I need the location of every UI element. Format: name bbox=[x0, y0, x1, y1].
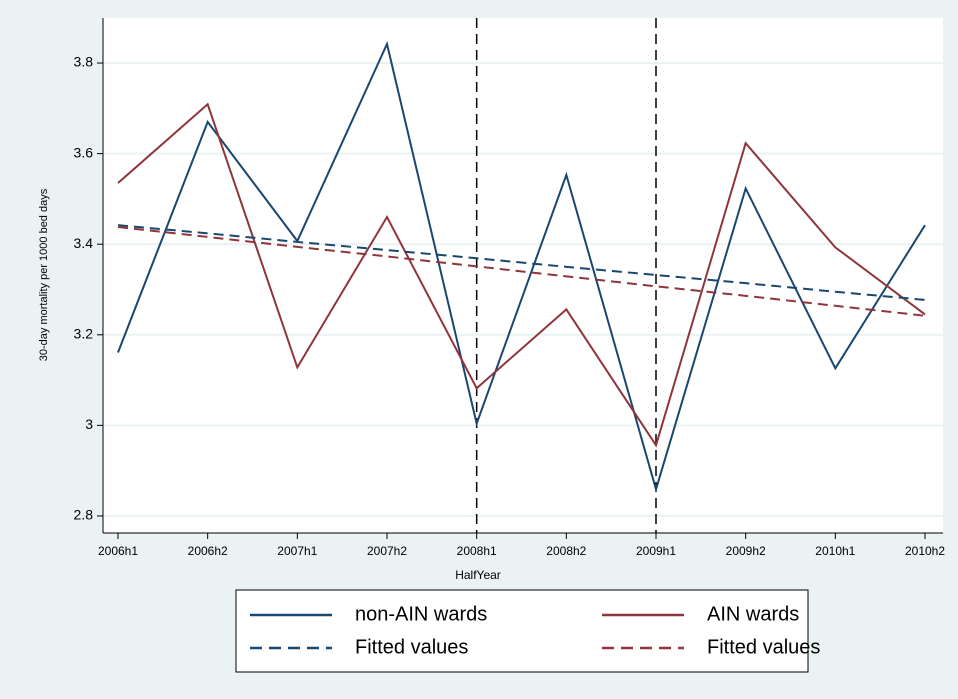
y-tick-label: 3.2 bbox=[74, 325, 94, 341]
x-tick-label: 2008h2 bbox=[546, 544, 586, 558]
x-tick-label: 2006h1 bbox=[98, 544, 138, 558]
legend-label: Fitted values bbox=[707, 636, 820, 658]
legend-label: AIN wards bbox=[707, 603, 799, 625]
y-tick-label: 3 bbox=[85, 416, 93, 432]
plot-area bbox=[103, 18, 943, 533]
x-tick-label: 2010h1 bbox=[815, 544, 855, 558]
x-tick-label: 2009h1 bbox=[636, 544, 676, 558]
y-tick-label: 3.8 bbox=[74, 54, 94, 70]
x-tick-label: 2007h1 bbox=[277, 544, 317, 558]
y-tick-label: 2.8 bbox=[74, 507, 94, 523]
legend-label: non-AIN wards bbox=[355, 603, 487, 625]
x-tick-label: 2007h2 bbox=[367, 544, 407, 558]
x-tick-label: 2008h1 bbox=[457, 544, 497, 558]
series-line bbox=[117, 225, 926, 317]
series-line bbox=[117, 224, 926, 301]
x-tick-label: 2006h2 bbox=[188, 544, 228, 558]
series-line bbox=[117, 102, 926, 448]
y-tick-label: 3.6 bbox=[74, 144, 94, 160]
x-tick-label: 2010h2 bbox=[905, 544, 945, 558]
legend-label: Fitted values bbox=[355, 636, 468, 658]
x-tick-label: 2009h2 bbox=[726, 544, 766, 558]
y-tick-label: 3.4 bbox=[74, 235, 94, 251]
legend-box bbox=[235, 589, 809, 673]
y-axis-title: 30-day mortality per 1000 bed days bbox=[38, 188, 50, 361]
series-line bbox=[117, 40, 926, 493]
x-axis-title: HalfYear bbox=[455, 568, 501, 582]
